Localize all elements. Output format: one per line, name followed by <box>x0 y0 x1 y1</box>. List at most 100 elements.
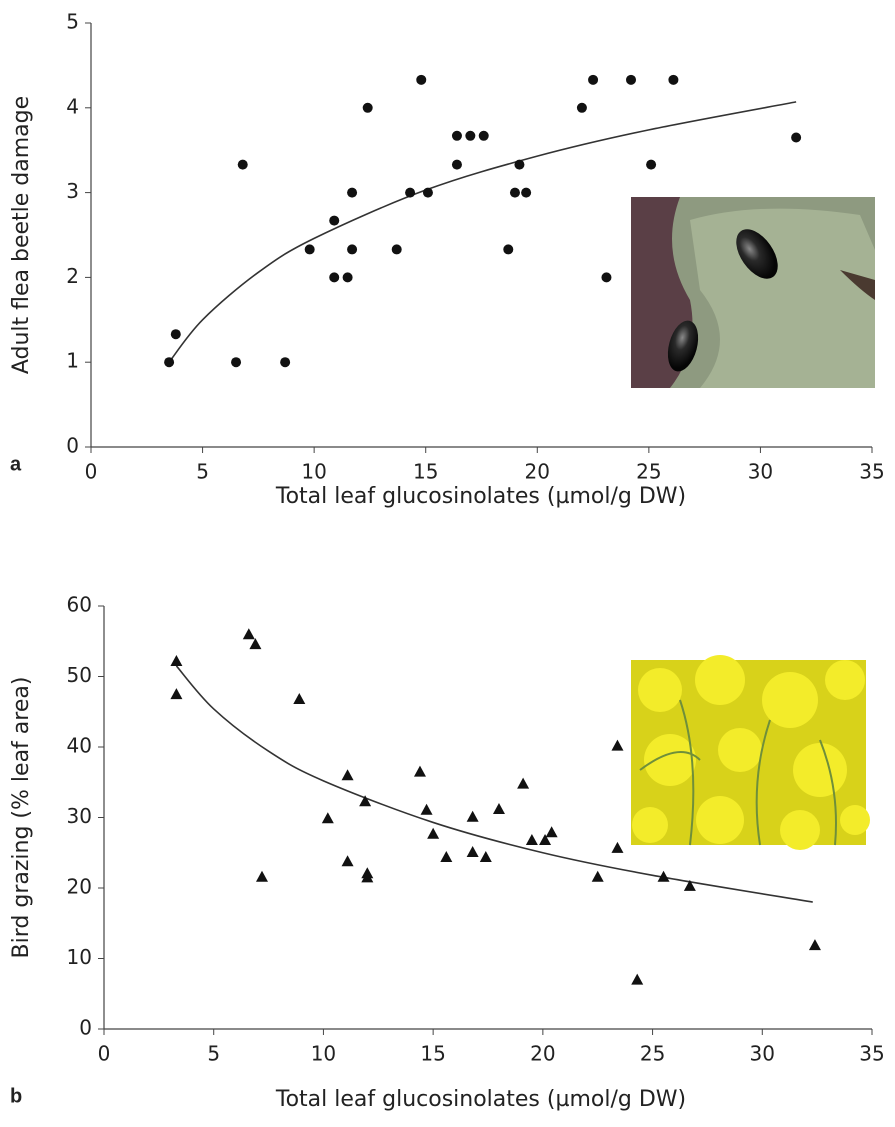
point <box>503 244 514 255</box>
y-axis-label: Adult flea beetle damage <box>9 96 34 374</box>
point <box>646 159 657 170</box>
x-tick-label: 30 <box>748 460 773 484</box>
x-tick-label: 10 <box>301 460 326 484</box>
point <box>478 130 489 141</box>
x-tick-label: 15 <box>420 1042 445 1066</box>
point <box>341 769 354 781</box>
point <box>280 357 291 368</box>
y-tick-label: 60 <box>67 593 92 617</box>
x-tick-label: 5 <box>207 1042 220 1066</box>
point <box>293 693 306 705</box>
point <box>479 850 492 862</box>
point <box>170 654 183 666</box>
point <box>611 841 624 853</box>
y-axis-label: Bird grazing (% leaf area) <box>9 677 34 959</box>
point <box>591 870 604 882</box>
y-tick-label: 0 <box>66 434 79 458</box>
point <box>362 102 373 113</box>
y-tick-label: 3 <box>66 179 79 203</box>
point <box>791 132 802 143</box>
y-tick-label: 40 <box>67 734 92 758</box>
point <box>492 803 505 815</box>
point <box>451 159 462 170</box>
point <box>539 834 552 846</box>
x-tick-label: 0 <box>85 460 98 484</box>
point <box>576 102 587 113</box>
point <box>545 826 558 838</box>
y-tick-label: 5 <box>66 10 79 34</box>
x-tick-label: 25 <box>636 460 661 484</box>
point <box>601 272 612 283</box>
point <box>242 628 255 640</box>
point <box>329 272 340 283</box>
x-tick-label: 0 <box>98 1042 111 1066</box>
point <box>304 244 315 255</box>
x-tick-label: 15 <box>413 460 438 484</box>
point <box>525 834 538 846</box>
point <box>683 879 696 891</box>
point <box>341 855 354 867</box>
point <box>249 638 262 650</box>
point <box>422 187 433 198</box>
point <box>465 130 476 141</box>
x-tick-label: 10 <box>311 1042 336 1066</box>
x-tick-label: 25 <box>640 1042 665 1066</box>
point <box>237 159 248 170</box>
point <box>170 688 183 700</box>
point <box>347 187 358 198</box>
x-tick-label: 5 <box>196 460 209 484</box>
x-tick-label: 20 <box>525 460 550 484</box>
point <box>420 803 433 815</box>
point <box>657 870 670 882</box>
point <box>668 74 679 85</box>
point <box>342 272 353 283</box>
point <box>509 187 520 198</box>
y-tick-label: 50 <box>67 663 92 687</box>
flower-photo <box>631 655 870 850</box>
point <box>321 812 334 824</box>
panel-label: b <box>10 1085 22 1107</box>
point <box>521 187 532 198</box>
point <box>427 827 440 839</box>
x-axis-label: Total leaf glucosinolates (µmol/g DW) <box>275 484 686 509</box>
y-tick-label: 1 <box>66 349 79 373</box>
point <box>631 973 644 985</box>
point <box>416 74 427 85</box>
x-tick-label: 20 <box>530 1042 555 1066</box>
y-tick-label: 0 <box>79 1016 92 1040</box>
point <box>514 159 525 170</box>
point <box>440 850 453 862</box>
point <box>413 765 426 777</box>
y-tick-label: 2 <box>66 264 79 288</box>
point <box>347 244 358 255</box>
point <box>231 357 242 368</box>
point <box>626 74 637 85</box>
y-tick-label: 30 <box>67 804 92 828</box>
point <box>359 795 372 807</box>
panel-label: a <box>10 453 22 475</box>
y-tick-label: 20 <box>67 875 92 899</box>
x-tick-label: 30 <box>750 1042 775 1066</box>
point <box>329 215 340 226</box>
point <box>405 187 416 198</box>
x-axis-label: Total leaf glucosinolates (µmol/g DW) <box>275 1087 686 1112</box>
point <box>170 329 181 340</box>
y-tick-label: 10 <box>67 945 92 969</box>
x-tick-label: 35 <box>859 1042 884 1066</box>
point <box>588 74 599 85</box>
beetle-photo <box>631 197 875 388</box>
point <box>164 357 175 368</box>
point <box>808 939 821 951</box>
trend-line <box>175 665 813 903</box>
point <box>611 739 624 751</box>
point <box>391 244 402 255</box>
point <box>466 846 479 858</box>
point <box>451 130 462 141</box>
x-tick-label: 35 <box>859 460 884 484</box>
point <box>517 777 530 789</box>
point <box>361 871 374 883</box>
point <box>255 870 268 882</box>
point <box>466 810 479 822</box>
